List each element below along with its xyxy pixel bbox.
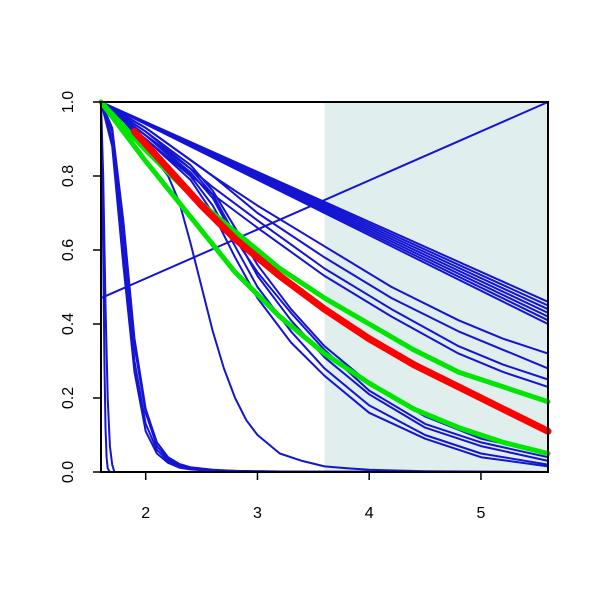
series-line-thin-7 [100, 101, 549, 473]
x-tick-label: 5 [476, 505, 485, 522]
series-line-red-26 [131, 128, 552, 435]
y-tick-label: 0.6 [60, 239, 77, 261]
plot-frame [100, 101, 549, 473]
series-lines [98, 99, 552, 473]
y-tick-label: 0.8 [60, 165, 77, 187]
y-tick-label: 1.0 [60, 91, 77, 113]
series-line-thin-2 [100, 101, 116, 473]
x-axis: 2 3 4 5 [141, 472, 485, 522]
x-tick-label: 3 [253, 505, 262, 522]
y-axis: 0.0 0.2 0.4 0.6 0.8 1.0 [60, 91, 101, 483]
series-line-thin-20 [100, 101, 549, 462]
x-tick-label: 4 [365, 505, 374, 522]
y-tick-label: 0.4 [60, 313, 77, 335]
x-tick-label: 2 [141, 505, 150, 522]
series-line-thin-23 [100, 101, 549, 459]
series-line-thin-14 [100, 101, 549, 325]
series-line-thin-0 [100, 101, 549, 300]
series-line-thin-18 [100, 101, 549, 370]
y-tick-label: 0.0 [60, 461, 77, 483]
y-tick-label: 0.2 [60, 387, 77, 409]
series-line-thin-16 [100, 101, 549, 381]
series-line-green-25 [98, 99, 551, 456]
series-line-thin-22 [100, 101, 549, 468]
